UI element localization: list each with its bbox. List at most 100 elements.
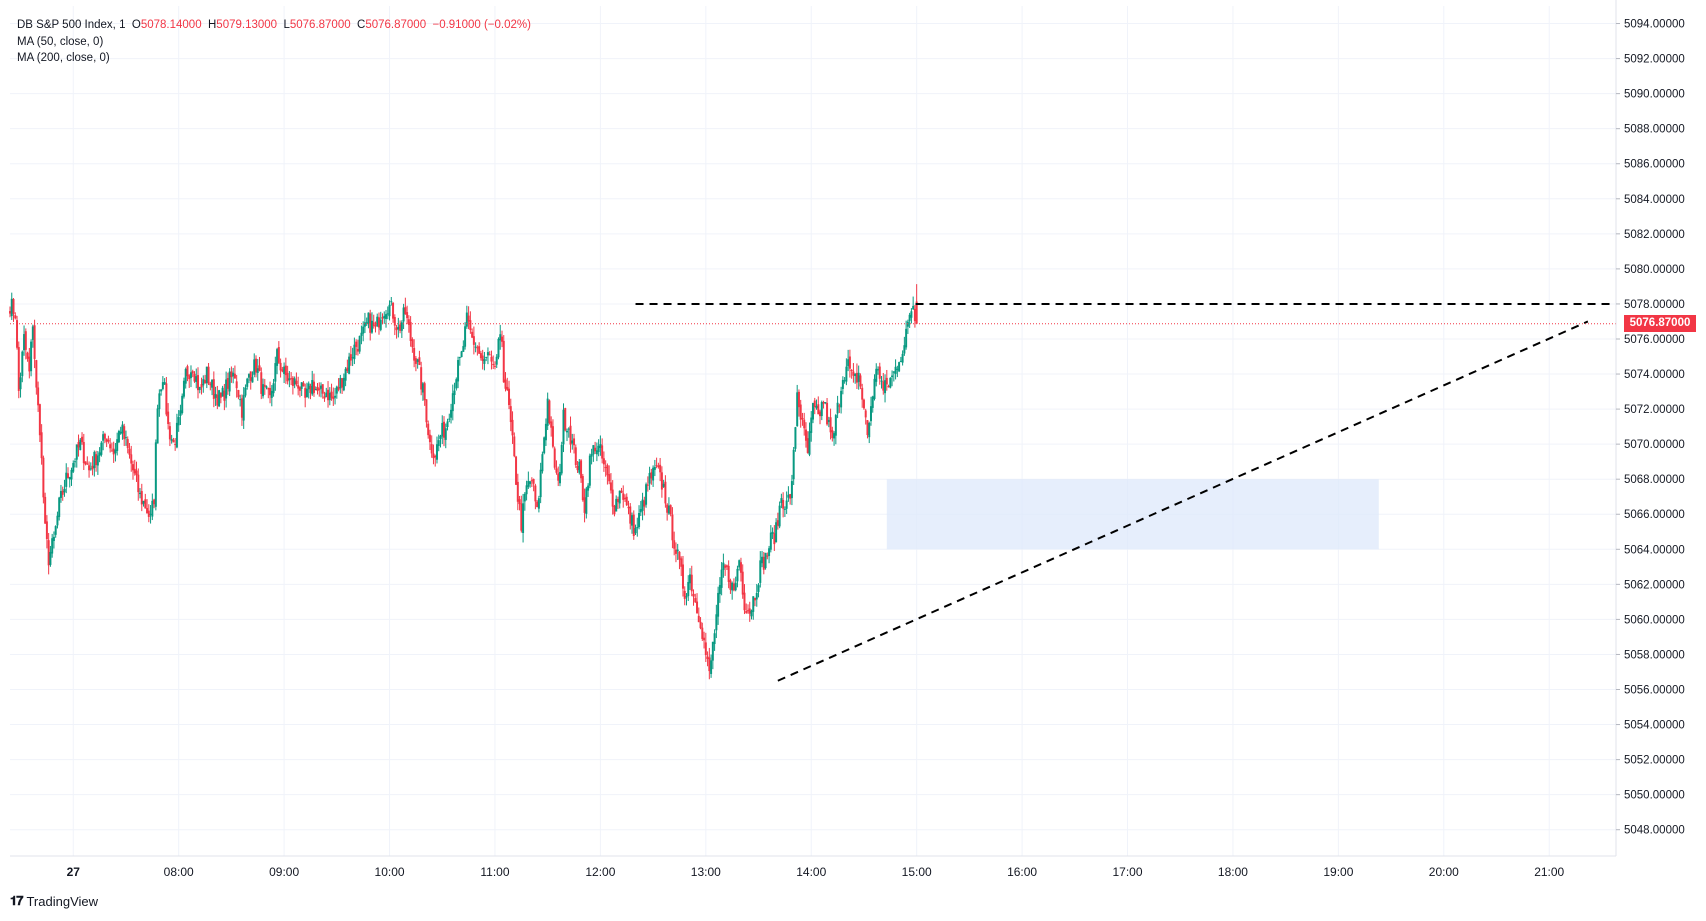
low-value: 5076.87000	[289, 19, 351, 31]
candle-body	[797, 391, 800, 408]
candle-body	[676, 549, 679, 552]
candle-body	[643, 500, 646, 507]
candle-body	[739, 562, 742, 573]
price-tick-label: 5050.00000	[1624, 790, 1685, 802]
candle-body	[281, 369, 284, 372]
candle-body	[409, 321, 412, 341]
candle-body	[464, 326, 467, 347]
price-tick-label: 5084.00000	[1624, 194, 1685, 206]
candle-body	[831, 430, 834, 439]
candle-body	[616, 498, 619, 503]
candle-body	[590, 454, 593, 457]
candle-body	[632, 514, 635, 537]
candle-body	[168, 426, 171, 440]
candle-body	[810, 417, 813, 433]
candle-body	[629, 506, 632, 524]
candle-body	[84, 461, 87, 465]
candle-body	[771, 531, 774, 534]
symbol-name[interactable]: DB S&P 500 Index, 1	[17, 19, 126, 31]
candle-body	[604, 467, 607, 469]
time-tick-label: 09:00	[269, 865, 299, 879]
candle-body	[694, 598, 697, 603]
candle-body	[133, 468, 136, 474]
candle-body	[813, 400, 816, 407]
candle-body	[332, 396, 335, 400]
candle-body	[486, 352, 489, 356]
candle-body	[86, 463, 89, 465]
candle-body	[673, 540, 676, 549]
candle-body	[126, 439, 129, 449]
candle-body	[272, 383, 275, 394]
candle-body	[560, 444, 563, 474]
candle-body	[351, 357, 354, 359]
candle-body	[474, 346, 477, 348]
candle-body	[631, 515, 634, 526]
candle-body	[817, 404, 820, 415]
time-axis[interactable]: 27 08:00 09:00 10:00 11:00 12:00 13:00 14:00 15:…	[10, 855, 1616, 879]
candle-body	[499, 334, 502, 341]
candle-body	[312, 381, 315, 393]
candle-body	[31, 326, 34, 340]
candle-body	[369, 313, 372, 333]
candle-body	[24, 331, 27, 350]
candle-body	[843, 380, 846, 382]
candle-body	[639, 508, 642, 513]
candle-body	[896, 368, 899, 370]
candle-body	[667, 505, 670, 514]
candle-body	[481, 355, 484, 362]
indicator-ma200[interactable]: MA (200, close, 0)	[17, 52, 110, 64]
candle-body	[33, 325, 36, 359]
high-value: 5079.13000	[216, 19, 278, 31]
candle-body	[731, 582, 734, 591]
tradingview-logo[interactable]: 𝟏𝟕 TradingView	[10, 893, 98, 909]
candle-body	[70, 469, 73, 480]
candle-body	[854, 373, 857, 377]
candle-body	[646, 484, 649, 486]
candle-body	[518, 499, 521, 505]
candle-body	[337, 387, 340, 390]
candle-body	[806, 438, 809, 453]
candle-body	[124, 437, 127, 439]
candle-body	[40, 432, 43, 459]
candle-body	[618, 490, 621, 504]
candle-body	[532, 479, 535, 484]
candle-body	[678, 551, 681, 560]
candle-body	[892, 371, 895, 373]
candle-body	[321, 384, 324, 394]
candle-body	[37, 387, 40, 406]
candle-body	[773, 533, 776, 545]
candle-body	[142, 500, 145, 504]
candle-body	[857, 372, 860, 382]
candle-body	[585, 488, 588, 514]
candle-body	[153, 499, 156, 505]
candle-body	[9, 311, 11, 314]
candle-body	[794, 427, 797, 449]
price-axis[interactable]: 5094.00000 5092.00000 5090.00000 5088.00000…	[1615, 0, 1685, 856]
time-tick-label: 19:00	[1323, 865, 1353, 879]
candle-body	[304, 388, 307, 398]
price-tick-label: 5070.00000	[1624, 439, 1685, 451]
candle-body	[522, 503, 525, 534]
candle-body	[360, 332, 363, 336]
indicator-ma50[interactable]: MA (50, close, 0)	[17, 35, 104, 48]
candle-body	[648, 472, 651, 484]
candle-body	[594, 447, 597, 452]
candle-body	[511, 419, 514, 436]
candle-body	[137, 474, 140, 493]
candle-body	[623, 497, 626, 499]
time-tick-label: 10:00	[375, 865, 405, 879]
candle-body	[541, 454, 544, 472]
candle-body	[815, 405, 818, 409]
candle-body	[754, 597, 757, 601]
candle-body	[395, 327, 398, 331]
candle-body	[645, 484, 648, 505]
candle-body	[488, 354, 491, 356]
candle-body	[669, 505, 672, 515]
time-tick-label: 17:00	[1113, 865, 1143, 879]
candle-body	[562, 409, 565, 445]
candle-body	[671, 514, 674, 541]
candle-body	[82, 441, 85, 464]
price-tick-label: 5072.00000	[1624, 404, 1685, 416]
candle-body	[634, 528, 637, 534]
